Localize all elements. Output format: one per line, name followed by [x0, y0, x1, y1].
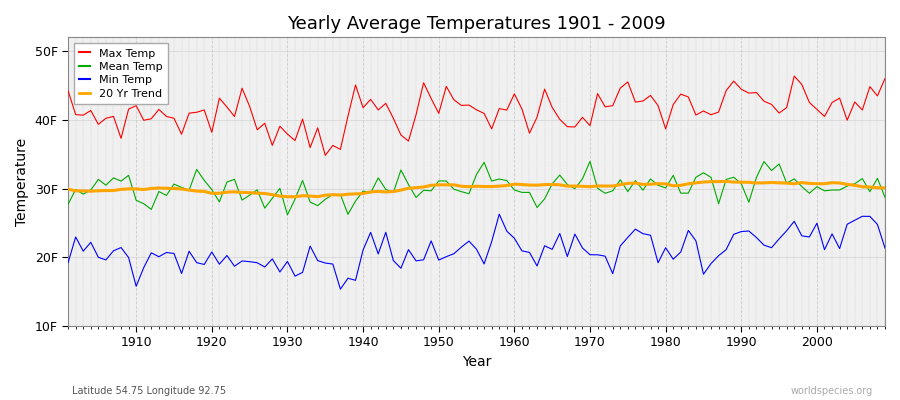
- Text: Latitude 54.75 Longitude 92.75: Latitude 54.75 Longitude 92.75: [72, 386, 226, 396]
- Title: Yearly Average Temperatures 1901 - 2009: Yearly Average Temperatures 1901 - 2009: [287, 15, 666, 33]
- Legend: Max Temp, Mean Temp, Min Temp, 20 Yr Trend: Max Temp, Mean Temp, Min Temp, 20 Yr Tre…: [74, 43, 168, 104]
- Y-axis label: Temperature: Temperature: [15, 138, 29, 226]
- Text: worldspecies.org: worldspecies.org: [791, 386, 873, 396]
- X-axis label: Year: Year: [462, 355, 491, 369]
